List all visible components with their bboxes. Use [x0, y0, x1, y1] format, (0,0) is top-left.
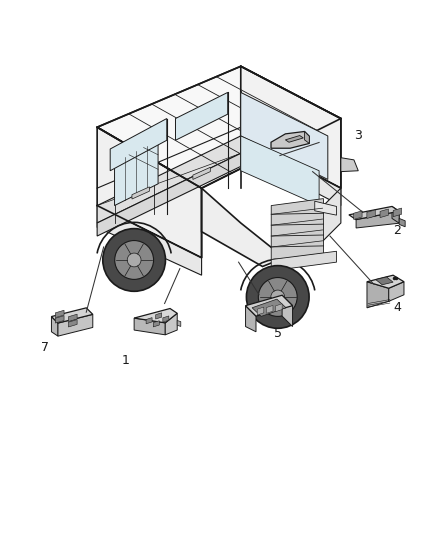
Polygon shape [341, 158, 358, 172]
Circle shape [247, 265, 309, 328]
Polygon shape [367, 275, 404, 288]
Text: 2: 2 [393, 224, 401, 237]
Polygon shape [97, 154, 241, 236]
Polygon shape [399, 219, 405, 227]
Polygon shape [176, 92, 228, 140]
Polygon shape [163, 316, 169, 322]
Polygon shape [97, 66, 341, 188]
Polygon shape [134, 309, 177, 323]
Polygon shape [380, 209, 389, 217]
Circle shape [115, 240, 154, 279]
Polygon shape [110, 118, 167, 171]
Polygon shape [55, 316, 64, 323]
Text: 3: 3 [354, 130, 362, 142]
Polygon shape [241, 136, 319, 206]
Polygon shape [55, 310, 64, 318]
Polygon shape [367, 210, 375, 219]
Circle shape [103, 229, 166, 292]
Polygon shape [115, 140, 158, 206]
Polygon shape [177, 320, 181, 326]
Polygon shape [246, 305, 256, 332]
Polygon shape [246, 295, 293, 316]
Circle shape [127, 253, 141, 267]
Text: 7: 7 [41, 341, 49, 353]
Polygon shape [393, 208, 402, 217]
Polygon shape [68, 314, 77, 321]
Polygon shape [58, 314, 93, 336]
Polygon shape [392, 206, 399, 223]
Polygon shape [266, 305, 273, 313]
Polygon shape [97, 206, 201, 275]
Polygon shape [51, 317, 58, 336]
Polygon shape [276, 304, 282, 312]
Polygon shape [51, 308, 93, 323]
Polygon shape [252, 299, 286, 317]
Polygon shape [304, 132, 309, 143]
Text: 1: 1 [121, 353, 129, 367]
Polygon shape [97, 127, 201, 258]
Polygon shape [68, 320, 77, 327]
Polygon shape [201, 188, 284, 266]
Polygon shape [134, 318, 165, 335]
Polygon shape [153, 321, 159, 327]
Polygon shape [349, 206, 399, 220]
Polygon shape [271, 199, 323, 261]
Polygon shape [241, 66, 341, 188]
Polygon shape [193, 167, 210, 180]
Polygon shape [376, 277, 393, 285]
Text: 5: 5 [274, 327, 282, 341]
Polygon shape [356, 211, 399, 228]
Polygon shape [276, 257, 315, 268]
Polygon shape [155, 313, 162, 319]
Polygon shape [271, 132, 309, 148]
Polygon shape [389, 282, 404, 301]
Polygon shape [165, 313, 177, 335]
Polygon shape [241, 92, 328, 180]
Polygon shape [146, 318, 152, 324]
Circle shape [258, 278, 297, 317]
Polygon shape [241, 136, 341, 206]
Polygon shape [271, 251, 336, 271]
Circle shape [271, 290, 285, 304]
Polygon shape [97, 136, 241, 223]
Polygon shape [286, 135, 304, 142]
Polygon shape [132, 187, 149, 199]
Polygon shape [284, 188, 341, 266]
Polygon shape [315, 201, 336, 215]
Polygon shape [367, 282, 389, 308]
Polygon shape [257, 307, 264, 315]
Polygon shape [354, 211, 362, 220]
Polygon shape [282, 295, 293, 327]
Text: 4: 4 [393, 301, 401, 314]
